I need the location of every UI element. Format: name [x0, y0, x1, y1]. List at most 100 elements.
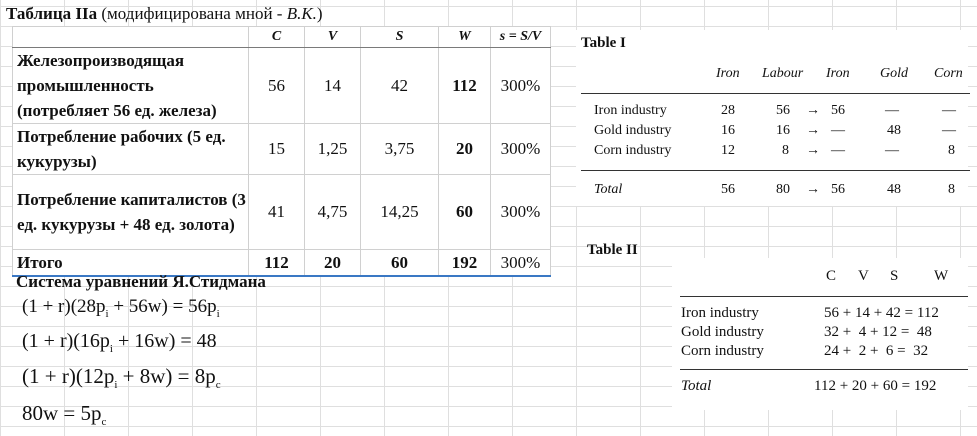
eq1-sub-a: i: [105, 307, 109, 320]
rate-cell[interactable]: 300%: [490, 249, 551, 277]
row-name-cell[interactable]: Потребление рабочих (5 ед. кукурузы): [12, 123, 249, 175]
c-cell[interactable]: 41: [248, 174, 305, 250]
v-cell[interactable]: 20: [304, 249, 361, 277]
c-cell[interactable]: 15: [248, 123, 305, 175]
s-cell[interactable]: 3,75: [360, 123, 439, 175]
table-i-labour: 56: [776, 103, 790, 118]
eq1-part-b: + 56w) = 56p: [108, 296, 217, 317]
eq2-sub-a: i: [109, 343, 113, 355]
eq1-part-a: (1 + r)(28p: [22, 296, 106, 317]
table-ii-row-name: Iron industry: [681, 305, 759, 321]
s-cell[interactable]: 42: [360, 47, 439, 124]
eq2-part-a: (1 + r)(16p: [22, 330, 110, 352]
table-ii-row-name: Corn industry: [681, 343, 764, 359]
table-total-row: Итого 112 20 60 192 300%: [12, 249, 551, 277]
table-iia-title-bold: Таблица IIa: [6, 4, 98, 23]
table-i-corn: —: [942, 123, 956, 138]
eq3-part-b: + 8w) = 8p: [117, 364, 216, 388]
eq1-sub-b: i: [216, 307, 220, 320]
table-ii-header-s: S: [890, 268, 899, 284]
table-iia-corner-cell[interactable]: [12, 26, 249, 48]
eq2-part-b: + 16w) = 48: [112, 330, 217, 352]
equation-1: (1 + r)(28pi + 56w) = 56pi: [22, 296, 220, 320]
w-cell[interactable]: 60: [438, 174, 491, 250]
equation-2: (1 + r)(16pi + 16w) = 48: [22, 330, 217, 355]
equation-3: (1 + r)(12pi + 8w) = 8pc: [22, 364, 221, 391]
table-i-corn: —: [942, 103, 956, 118]
table-i-rule-top: [581, 93, 970, 94]
table-iia-header-s[interactable]: S: [360, 26, 439, 48]
table-ii-header-v: V: [858, 268, 869, 284]
steedman-system-title: Система уравнений Я.Стидмана: [16, 272, 266, 291]
w-cell[interactable]: 20: [438, 123, 491, 175]
table-i-total-labour: 80: [776, 182, 790, 197]
table-i-corn: 8: [948, 143, 955, 158]
w-cell[interactable]: 192: [438, 249, 491, 277]
table-iia-header-rate[interactable]: s = S/V: [490, 26, 551, 48]
table-i-header-labour: Labour: [762, 66, 804, 81]
table-iia-header-c[interactable]: C: [248, 26, 305, 48]
eq3-sub-b: c: [215, 379, 221, 392]
table-iia-title-rest-a: (модифицирована мной -: [97, 4, 287, 23]
table-iia-header-w[interactable]: W: [438, 26, 491, 48]
table-i-arrow: →: [806, 143, 820, 158]
table-i-total-arrow: →: [806, 182, 820, 197]
table-iia-title-rest-b: ): [316, 4, 323, 23]
eq4-part-a: 80w = 5p: [22, 401, 102, 425]
table-i-header-iron: Iron: [716, 66, 740, 81]
table-i-title: Table I: [581, 35, 626, 51]
table-iia-title-initials: В.К.: [286, 4, 317, 23]
table-ii-panel: [672, 258, 968, 410]
row-name-cell[interactable]: Потребление капиталистов (3 ед. кукурузы…: [12, 174, 249, 250]
table-i-row-name: Iron industry: [594, 103, 667, 118]
table-ii-row-expr: 56 + 14 + 42 = 112: [824, 305, 939, 321]
v-cell[interactable]: 4,75: [304, 174, 361, 250]
table-i-header-corn: Corn: [934, 66, 963, 81]
table-i-labour: 8: [782, 143, 789, 158]
s-cell[interactable]: 14,25: [360, 174, 439, 250]
table-i-iron: 16: [721, 123, 735, 138]
rate-cell[interactable]: 300%: [490, 174, 551, 250]
table-i-header-iron-out: Iron: [826, 66, 850, 81]
rate-cell[interactable]: 300%: [490, 47, 551, 124]
table-i-total-gold: 48: [887, 182, 901, 197]
table-i-rule-bottom: [581, 170, 970, 171]
table-ii-rule-bottom: [680, 369, 968, 370]
c-cell[interactable]: 112: [248, 249, 305, 277]
table-ii-rule-top: [680, 296, 968, 297]
table-row: Потребление капиталистов (3 ед. кукурузы…: [12, 174, 551, 250]
equation-4: 80w = 5pc: [22, 401, 106, 428]
table-iia-header-v[interactable]: V: [304, 26, 361, 48]
v-cell[interactable]: 14: [304, 47, 361, 124]
eq3-sub-a: i: [114, 379, 118, 392]
row-name-cell[interactable]: Железопроизводящая промышленность (потре…: [12, 47, 249, 124]
table-i-arrow: →: [806, 103, 820, 118]
table-row: Железопроизводящая промышленность (потре…: [12, 47, 551, 124]
table-i-iron-out: —: [831, 143, 845, 158]
table-i-iron-out: 56: [831, 103, 845, 118]
table-i-total-label: Total: [594, 182, 623, 197]
table-i-iron-out: —: [831, 123, 845, 138]
table-ii-title: Table II: [587, 242, 638, 258]
table-ii-header-w: W: [934, 268, 949, 284]
w-cell[interactable]: 112: [438, 47, 491, 124]
v-cell[interactable]: 1,25: [304, 123, 361, 175]
table-iia-title: Таблица IIa (модифицирована мной - В.К.): [6, 4, 323, 24]
table-i-total-iron: 56: [721, 182, 735, 197]
table-i-row-name: Gold industry: [594, 123, 672, 138]
table-ii-total-expr: 112 + 20 + 60 = 192: [814, 378, 937, 394]
table-i-gold: —: [885, 103, 899, 118]
table-ii-row-name: Gold industry: [681, 324, 764, 340]
eq4-sub-a: c: [101, 416, 107, 429]
table-i-labour: 16: [776, 123, 790, 138]
row-name-cell[interactable]: Итого: [12, 249, 249, 277]
rate-cell[interactable]: 300%: [490, 123, 551, 175]
s-cell[interactable]: 60: [360, 249, 439, 277]
c-cell[interactable]: 56: [248, 47, 305, 124]
table-i-iron: 12: [721, 143, 735, 158]
table-i-gold: —: [885, 143, 899, 158]
table-ii-header-c: C: [826, 268, 837, 284]
table-iia-header-row: C V S W s = S/V: [12, 26, 551, 48]
table-i-total-iron-out: 56: [831, 182, 845, 197]
table-i-panel: [576, 30, 968, 206]
